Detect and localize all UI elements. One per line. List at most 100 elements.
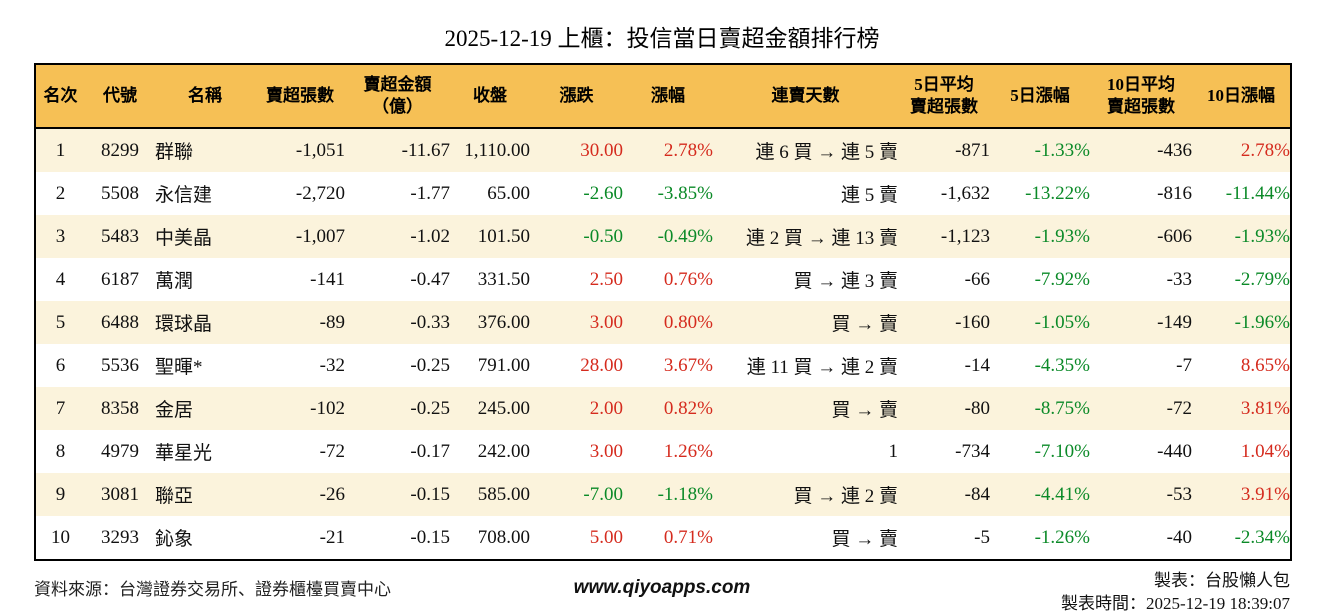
cell-change: 3.00 (589, 311, 623, 333)
cell-avg10: -53 (1166, 483, 1192, 505)
cell-change-pct: 3.67% (663, 354, 713, 376)
cell-pct10: -1.96% (1234, 311, 1290, 333)
cell-streak: 連 6 買 → 連 5 賣 (755, 142, 898, 163)
cell-sell-shares: -1,007 (295, 225, 345, 247)
cell-sell-amount: -11.67 (401, 139, 450, 161)
footer: 資料來源：台灣證券交易所、證券櫃檯買賣中心 www.qiyoapps.com 製… (34, 569, 1290, 615)
cell-name: 聖暉* (155, 357, 203, 378)
cell-code: 6488 (101, 311, 139, 333)
cell-name: 中美晶 (155, 228, 213, 249)
cell-sell-shares: -141 (310, 268, 345, 290)
cell-name: 萬潤 (155, 271, 194, 292)
cell-avg5: -84 (964, 483, 990, 505)
cell-pct5: -1.26% (1034, 526, 1090, 548)
cell-avg5: -1,123 (940, 225, 990, 247)
cell-name: 聯亞 (155, 486, 194, 507)
cell-change-pct: -3.85% (657, 182, 713, 204)
cell-pct5: -7.10% (1034, 440, 1090, 462)
cell-name: 華星光 (155, 443, 213, 464)
cell-rank: 10 (51, 526, 70, 548)
maker-label: 製表：台股懶人包 (1154, 571, 1291, 590)
cell-streak: 連 11 買 → 連 2 賣 (746, 357, 898, 378)
cell-pct10: -2.34% (1234, 526, 1290, 548)
cell-code: 3293 (101, 526, 139, 548)
cell-avg5: -66 (964, 268, 990, 290)
cell-pct5: -1.93% (1034, 225, 1090, 247)
cell-name: 群聯 (155, 142, 194, 163)
cell-sell-amount: -0.17 (410, 440, 450, 462)
cell-sell-amount: -0.25 (410, 354, 450, 376)
cell-avg5: -871 (955, 139, 990, 161)
cell-sell-amount: -0.33 (410, 311, 450, 333)
col-header-sell-shares: 賣超張數 (255, 64, 345, 129)
cell-rank: 9 (55, 483, 66, 505)
cell-change-pct: 0.76% (663, 268, 713, 290)
cell-avg5: -5 (974, 526, 990, 548)
cell-close: 101.50 (477, 225, 530, 247)
table-row: 10 3293 鈊象 -21 -0.15 708.00 5.00 0.71% 買… (35, 516, 1291, 560)
credits-block: 製表：台股懶人包 製表時間：2025-12-19 18:39:07 (750, 569, 1290, 615)
cell-rank: 7 (55, 397, 66, 419)
cell-pct10: -2.79% (1234, 268, 1290, 290)
cell-name: 永信建 (155, 185, 213, 206)
cell-pct5: -7.92% (1034, 268, 1090, 290)
cell-close: 331.50 (477, 268, 530, 290)
cell-streak: 買 → 賣 (831, 400, 898, 421)
cell-change: 2.50 (589, 268, 623, 290)
cell-pct5: -1.05% (1034, 311, 1090, 333)
cell-code: 4979 (101, 440, 139, 462)
col-header-pct5: 5日漲幅 (990, 64, 1090, 129)
cell-change-pct: 0.80% (663, 311, 713, 333)
cell-code: 6187 (101, 268, 139, 290)
cell-avg5: -160 (955, 311, 990, 333)
col-header-pct10: 10日漲幅 (1192, 64, 1291, 129)
cell-sell-shares: -102 (310, 397, 345, 419)
cell-change-pct: -0.49% (657, 225, 713, 247)
cell-change: -7.00 (583, 483, 623, 505)
cell-code: 5483 (101, 225, 139, 247)
table-row: 4 6187 萬潤 -141 -0.47 331.50 2.50 0.76% 買… (35, 258, 1291, 301)
cell-avg10: -33 (1166, 268, 1192, 290)
cell-close: 791.00 (477, 354, 530, 376)
cell-pct5: -4.41% (1034, 483, 1090, 505)
cell-streak: 買 → 賣 (831, 529, 898, 550)
col-header-code: 代號 (85, 64, 155, 129)
cell-pct10: 3.91% (1240, 483, 1290, 505)
col-header-rank: 名次 (35, 64, 85, 129)
cell-change: 28.00 (580, 354, 623, 376)
cell-pct5: -1.33% (1034, 139, 1090, 161)
table-row: 2 5508 永信建 -2,720 -1.77 65.00 -2.60 -3.8… (35, 172, 1291, 215)
cell-change-pct: 1.26% (663, 440, 713, 462)
cell-change-pct: 0.82% (663, 397, 713, 419)
col-header-avg5: 5日平均 賣超張數 (898, 64, 990, 129)
cell-change: -0.50 (583, 225, 623, 247)
cell-sell-shares: -2,720 (295, 182, 345, 204)
cell-pct5: -13.22% (1025, 182, 1090, 204)
cell-streak: 連 5 賣 (840, 185, 898, 206)
cell-avg10: -816 (1157, 182, 1192, 204)
cell-sell-shares: -89 (319, 311, 345, 333)
cell-sell-amount: -0.47 (410, 268, 450, 290)
col-header-name: 名稱 (155, 64, 255, 129)
cell-code: 8358 (101, 397, 139, 419)
table-row: 7 8358 金居 -102 -0.25 245.00 2.00 0.82% 買… (35, 387, 1291, 430)
cell-change-pct: 2.78% (663, 139, 713, 161)
cell-change: -2.60 (583, 182, 623, 204)
cell-sell-shares: -32 (319, 354, 345, 376)
cell-sell-shares: -26 (319, 483, 345, 505)
cell-code: 8299 (101, 139, 139, 161)
cell-sell-amount: -0.15 (410, 483, 450, 505)
cell-rank: 4 (55, 268, 66, 290)
cell-change: 5.00 (589, 526, 623, 548)
col-header-avg10: 10日平均 賣超張數 (1090, 64, 1192, 129)
cell-change: 2.00 (589, 397, 623, 419)
cell-rank: 2 (55, 182, 66, 204)
cell-sell-amount: -0.25 (410, 397, 450, 419)
cell-code: 3081 (101, 483, 139, 505)
cell-streak: 買 → 連 2 賣 (793, 486, 898, 507)
page-title: 2025-12-19 上櫃：投信當日賣超金額排行榜 (444, 26, 880, 51)
cell-close: 376.00 (477, 311, 530, 333)
cell-pct10: 2.78% (1240, 139, 1290, 161)
col-header-change: 漲跌 (530, 64, 623, 129)
